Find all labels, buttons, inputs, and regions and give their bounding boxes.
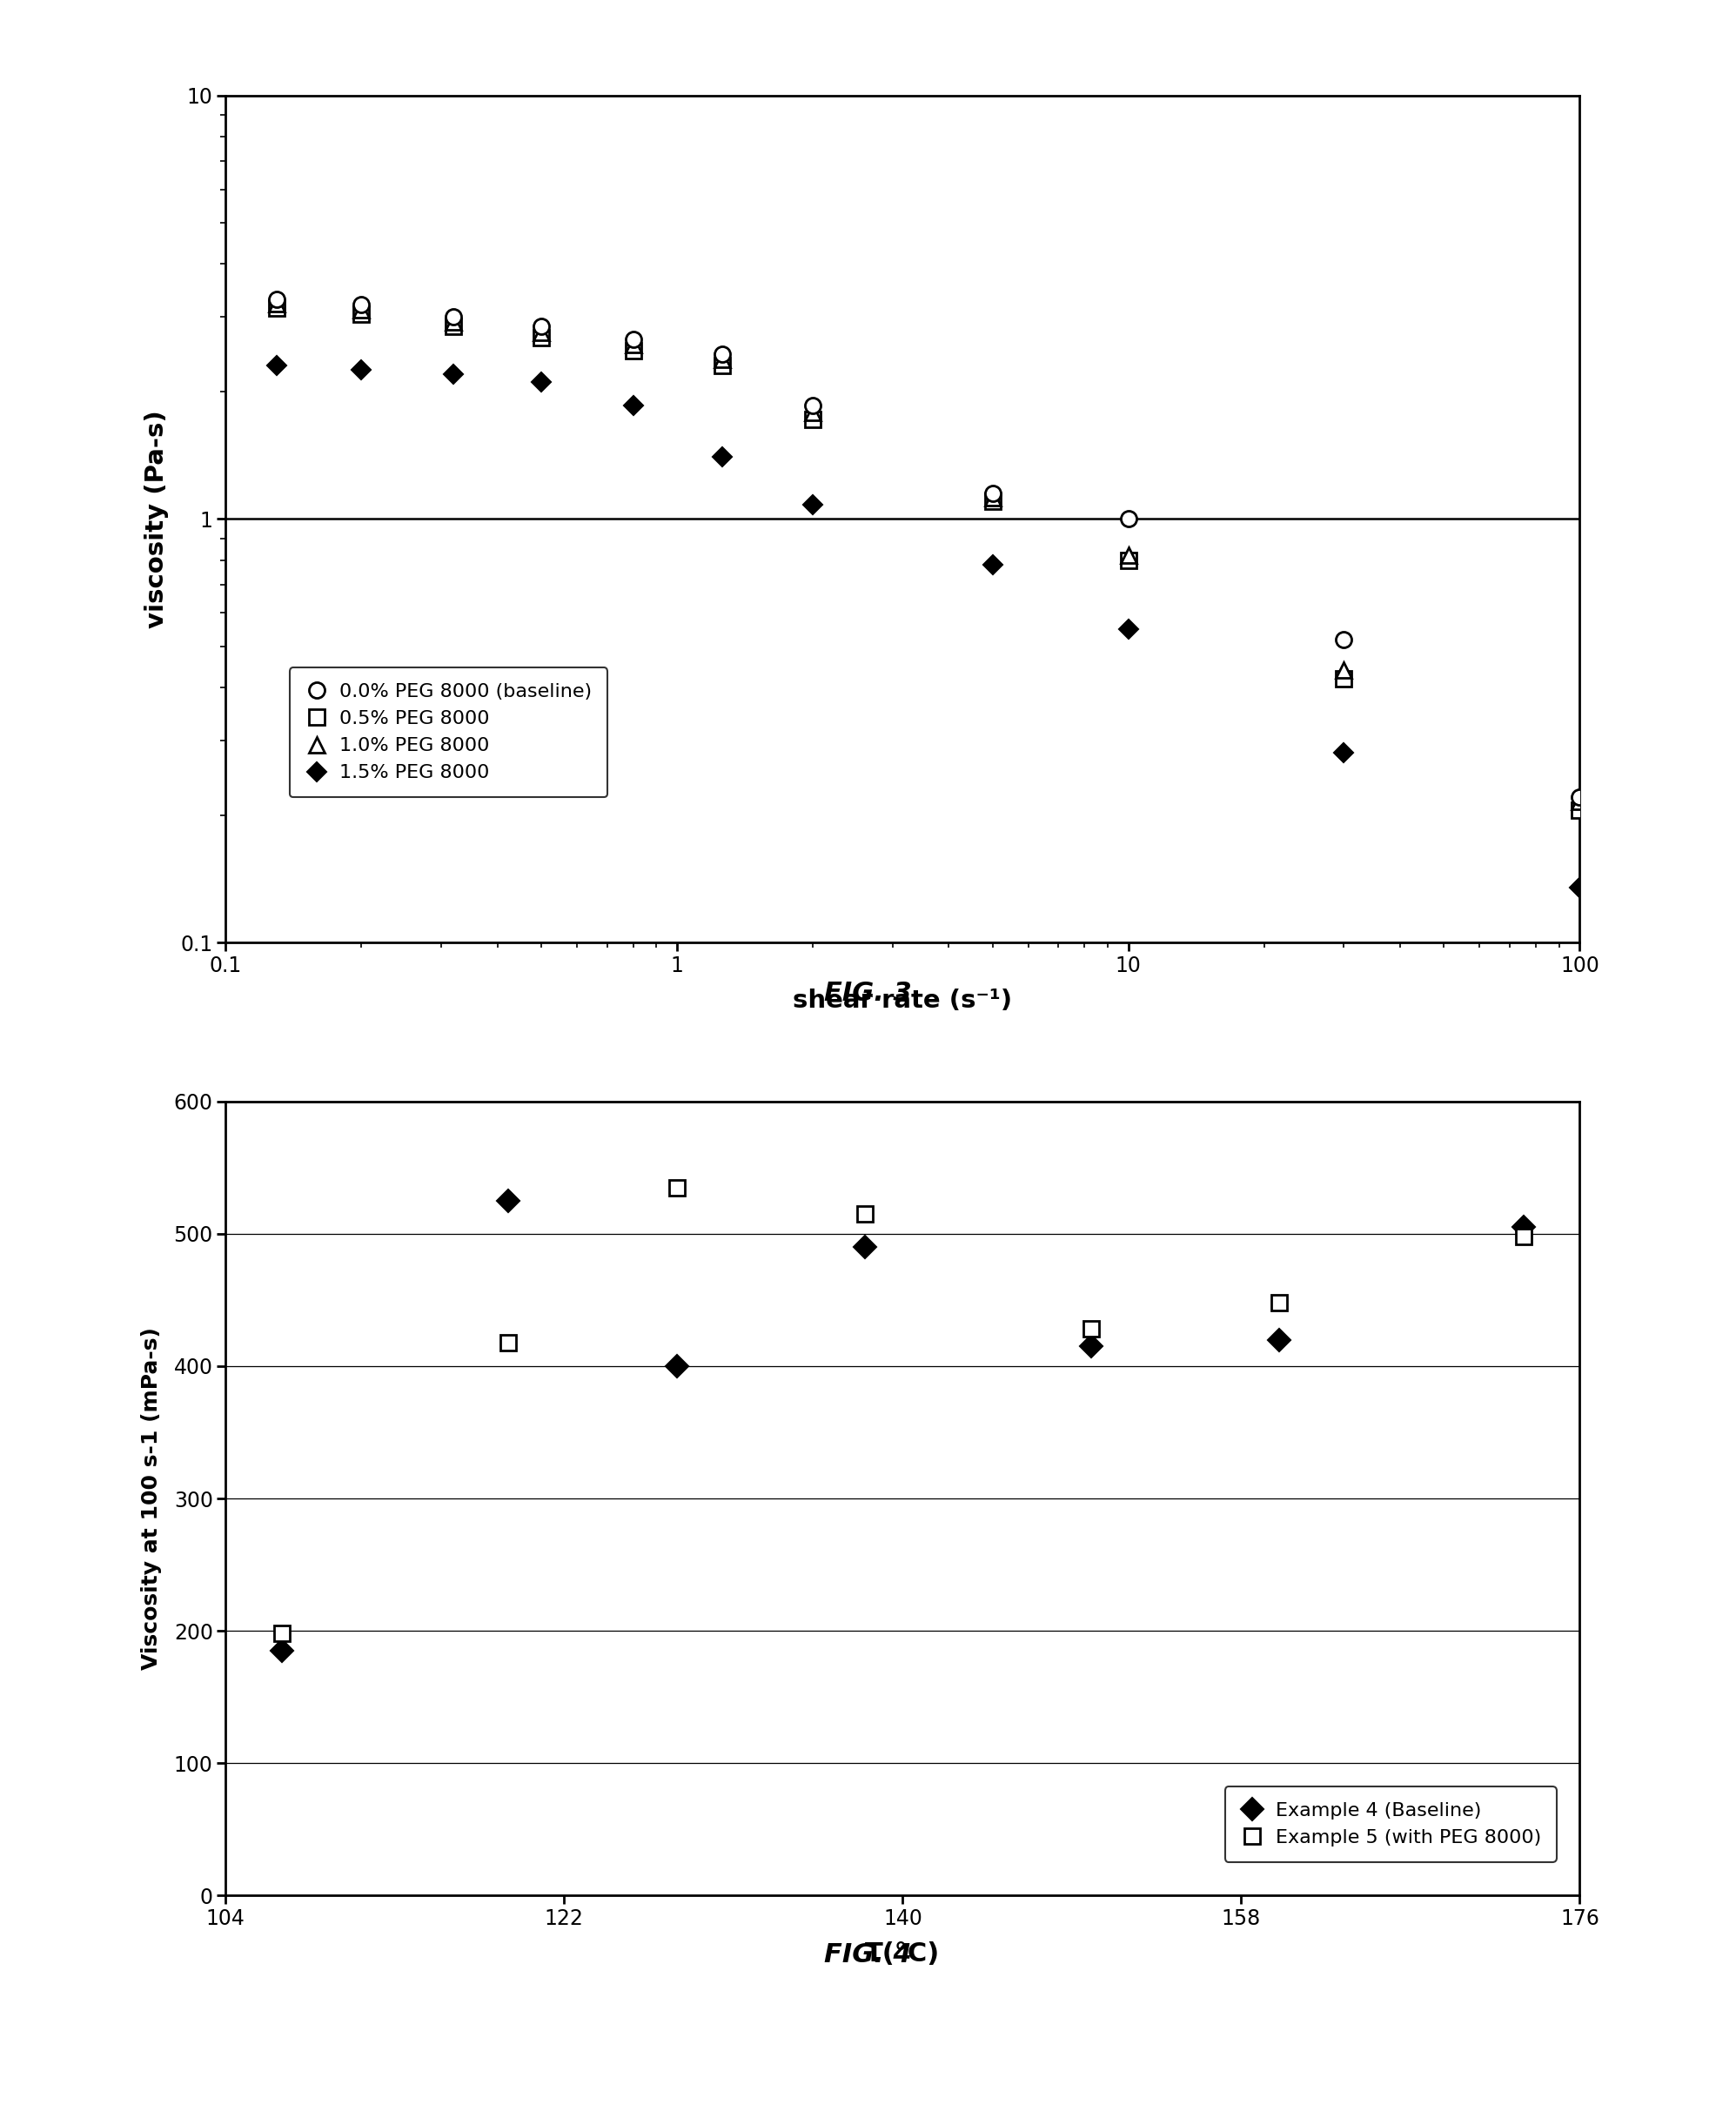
Text: FIG. 3: FIG. 3 <box>825 981 911 1006</box>
Legend: Example 4 (Baseline), Example 5 (with PEG 8000): Example 4 (Baseline), Example 5 (with PE… <box>1226 1788 1557 1862</box>
Legend: 0.0% PEG 8000 (baseline), 0.5% PEG 8000, 1.0% PEG 8000, 1.5% PEG 8000: 0.0% PEG 8000 (baseline), 0.5% PEG 8000,… <box>290 667 608 796</box>
Y-axis label: viscosity (Pa-s): viscosity (Pa-s) <box>144 409 168 629</box>
Text: FIG. 4: FIG. 4 <box>825 1942 911 1968</box>
Y-axis label: Viscosity at 100 s-1 (mPa-s): Viscosity at 100 s-1 (mPa-s) <box>141 1328 161 1669</box>
X-axis label: shear rate (s⁻¹): shear rate (s⁻¹) <box>793 989 1012 1012</box>
X-axis label: T(°C): T(°C) <box>865 1942 941 1966</box>
